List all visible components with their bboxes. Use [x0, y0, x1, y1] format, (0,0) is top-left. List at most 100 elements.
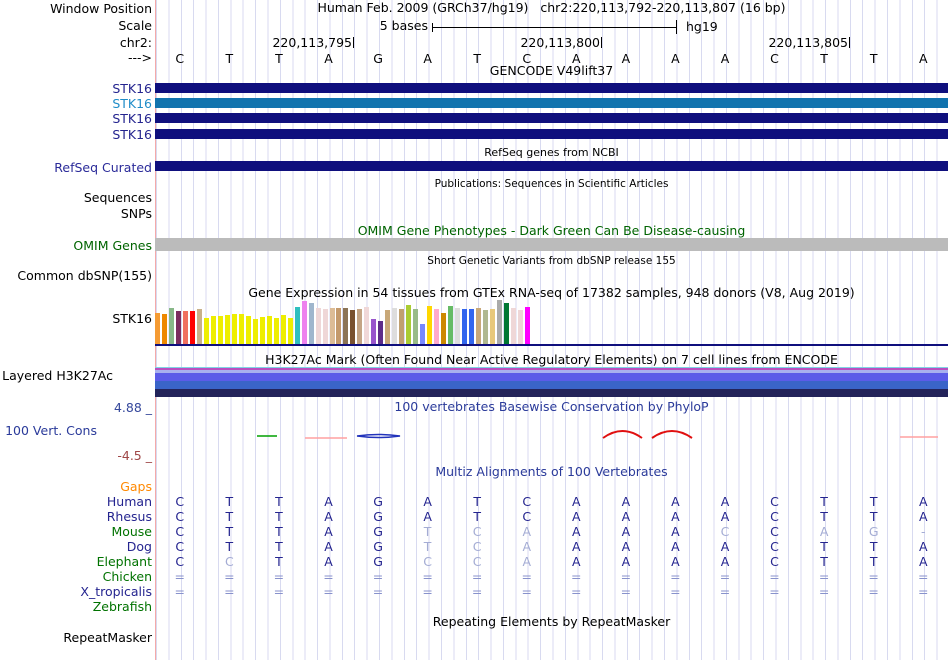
repeatmasker-label[interactable]: RepeatMasker	[63, 630, 152, 645]
repeatmasker-track-title[interactable]: Repeating Elements by RepeatMasker	[432, 614, 671, 629]
gtex-tissue-bar[interactable]	[210, 316, 216, 344]
snps-track-label[interactable]: SNPs	[120, 206, 152, 221]
layered-h3k27ac-label[interactable]: Layered H3K27Ac	[2, 368, 113, 383]
gtex-tissue-bar[interactable]	[517, 310, 523, 344]
gtex-track-title[interactable]: Gene Expression in 54 tissues from GTEx …	[248, 285, 855, 300]
species-label[interactable]: Chicken	[102, 569, 152, 584]
refseq-track-title[interactable]: RefSeq genes from NCBI	[484, 146, 619, 159]
gtex-tissue-bar[interactable]	[364, 307, 370, 344]
reference-base: T	[473, 51, 481, 66]
gtex-tissue-bar[interactable]	[308, 303, 314, 344]
gtex-tissue-bar[interactable]	[504, 303, 509, 344]
gtex-tissue-bar[interactable]	[490, 309, 496, 344]
multiz-track-title[interactable]: Multiz Alignments of 100 Vertebrates	[435, 464, 668, 479]
gtex-tissue-bar[interactable]	[252, 319, 258, 344]
species-label[interactable]: Rhesus	[106, 509, 152, 524]
omim-gene-bar[interactable]	[155, 238, 948, 251]
gencode-transcript-label[interactable]: STK16	[112, 111, 152, 126]
gtex-tissue-bar[interactable]	[175, 311, 181, 344]
h3k27ac-track-title[interactable]: H3K27Ac Mark (Often Found Near Active Re…	[265, 352, 838, 367]
phylop-track-title[interactable]: 100 vertebrates Basewise Conservation by…	[394, 399, 709, 414]
gtex-tissue-bar[interactable]	[155, 313, 160, 344]
gtex-tissue-bar[interactable]	[168, 308, 174, 344]
sequences-track-label[interactable]: Sequences	[83, 190, 152, 205]
gtex-tissue-bar[interactable]	[189, 311, 195, 344]
gtex-tissue-bar[interactable]	[406, 305, 412, 344]
gtex-tissue-bar[interactable]	[322, 309, 328, 344]
gtex-tissue-bar[interactable]	[217, 316, 223, 344]
gencode-transcript-bar[interactable]	[155, 113, 948, 123]
gtex-expression-barchart[interactable]	[155, 299, 948, 344]
gencode-transcript-label[interactable]: STK16	[112, 127, 152, 142]
alignment-base: A	[621, 539, 631, 554]
species-label[interactable]: Elephant	[96, 554, 152, 569]
omim-track-title[interactable]: OMIM Gene Phenotypes - Dark Green Can Be…	[357, 223, 746, 238]
gtex-tissue-bar[interactable]	[441, 313, 447, 344]
gtex-tissue-bar[interactable]	[476, 308, 482, 344]
strand-direction-label[interactable]: --->	[127, 50, 152, 65]
gencode-transcript-bar[interactable]	[155, 129, 948, 139]
gtex-tissue-bar[interactable]	[245, 316, 251, 344]
gencode-track-title[interactable]: GENCODE V49lift37	[489, 63, 614, 78]
scale-ruler-left-tick	[432, 23, 433, 32]
gtex-tissue-bar[interactable]	[510, 308, 516, 344]
gencode-transcript-label[interactable]: STK16	[112, 96, 152, 111]
gtex-tissue-bar[interactable]	[315, 308, 321, 344]
dbsnp-track-title[interactable]: Short Genetic Variants from dbSNP releas…	[427, 255, 676, 267]
gtex-tissue-bar[interactable]	[497, 300, 503, 344]
gencode-transcript-label[interactable]: STK16	[112, 81, 152, 96]
gtex-tissue-bar[interactable]	[280, 315, 286, 344]
gencode-transcript-bar[interactable]	[155, 98, 948, 108]
species-label[interactable]: Gaps	[120, 479, 152, 494]
gtex-tissue-bar[interactable]	[203, 318, 209, 344]
gtex-tissue-bar[interactable]	[238, 314, 244, 344]
position-range-label: chr2:220,113,792-220,113,807 (16 bp)	[540, 0, 786, 15]
gencode-transcript-bar[interactable]	[155, 83, 948, 93]
gtex-tissue-bar[interactable]	[266, 316, 272, 344]
gtex-tissue-bar[interactable]	[434, 309, 440, 344]
omim-genes-label[interactable]: OMIM Genes	[73, 238, 152, 253]
gtex-tissue-bar[interactable]	[371, 319, 377, 344]
common-dbsnp-label[interactable]: Common dbSNP(155)	[17, 268, 152, 283]
species-label[interactable]: Dog	[126, 539, 152, 554]
gtex-tissue-bar[interactable]	[343, 308, 349, 344]
gtex-tissue-bar[interactable]	[420, 324, 426, 344]
gtex-gene-label[interactable]: STK16	[112, 311, 152, 326]
gtex-tissue-bar[interactable]	[392, 308, 398, 344]
gtex-tissue-bar[interactable]	[483, 310, 489, 344]
gtex-tissue-bar[interactable]	[357, 309, 363, 344]
gtex-tissue-bar[interactable]	[161, 314, 167, 344]
refseq-curated-label[interactable]: RefSeq Curated	[54, 160, 152, 175]
gtex-tissue-bar[interactable]	[448, 306, 454, 344]
gtex-tissue-bar[interactable]	[224, 315, 230, 344]
reference-base: T	[869, 51, 878, 66]
gtex-tissue-bar[interactable]	[427, 306, 433, 344]
gtex-tissue-bar[interactable]	[273, 318, 279, 344]
gtex-tissue-bar[interactable]	[469, 309, 475, 344]
gtex-tissue-bar[interactable]	[385, 310, 391, 344]
species-label[interactable]: Human	[106, 494, 152, 509]
species-label[interactable]: Zebrafish	[92, 599, 152, 614]
gtex-tissue-bar[interactable]	[462, 309, 468, 344]
species-label[interactable]: Mouse	[111, 524, 152, 539]
refseq-gene-bar[interactable]	[155, 161, 948, 171]
conservation-track-label[interactable]: 100 Vert. Cons	[5, 423, 97, 438]
gtex-tissue-bar[interactable]	[231, 314, 237, 344]
gtex-tissue-bar[interactable]	[378, 321, 384, 344]
gtex-tissue-bar[interactable]	[329, 308, 335, 344]
gtex-tissue-bar[interactable]	[336, 308, 342, 344]
gtex-tissue-bar[interactable]	[350, 310, 356, 344]
gtex-tissue-bar[interactable]	[301, 301, 307, 344]
h3k27ac-layered-signal[interactable]	[155, 367, 948, 397]
gtex-tissue-bar[interactable]	[413, 309, 419, 344]
gtex-tissue-bar[interactable]	[294, 307, 300, 344]
gtex-tissue-bar[interactable]	[196, 309, 202, 344]
species-label[interactable]: X_tropicalis	[80, 584, 152, 599]
gtex-tissue-bar[interactable]	[399, 309, 405, 344]
gtex-tissue-bar[interactable]	[524, 307, 530, 344]
gtex-tissue-bar[interactable]	[182, 311, 188, 344]
publications-track-title[interactable]: Publications: Sequences in Scientific Ar…	[434, 178, 669, 190]
gtex-tissue-bar[interactable]	[455, 308, 461, 344]
gtex-tissue-bar[interactable]	[287, 318, 293, 344]
gtex-tissue-bar[interactable]	[259, 317, 265, 344]
